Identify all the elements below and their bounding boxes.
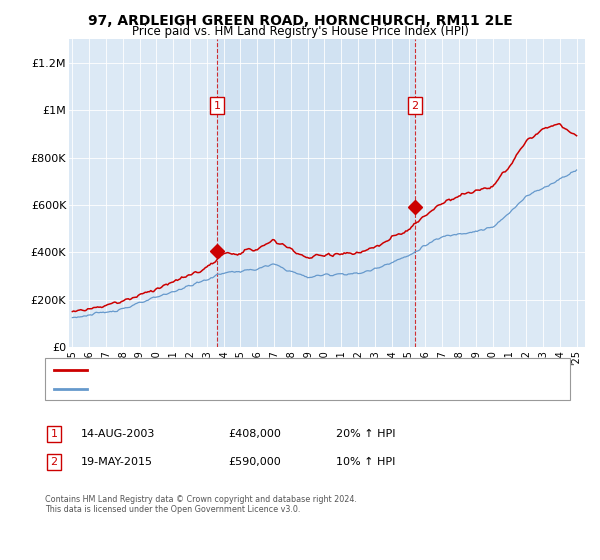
Text: 97, ARDLEIGH GREEN ROAD, HORNCHURCH, RM11 2LE: 97, ARDLEIGH GREEN ROAD, HORNCHURCH, RM1… — [88, 14, 512, 28]
Text: 10% ↑ HPI: 10% ↑ HPI — [336, 457, 395, 467]
Text: Contains HM Land Registry data © Crown copyright and database right 2024.: Contains HM Land Registry data © Crown c… — [45, 495, 357, 504]
Bar — [217, 39, 415, 347]
Text: HPI: Average price, detached house, Havering: HPI: Average price, detached house, Have… — [90, 384, 315, 394]
Text: 2: 2 — [412, 101, 418, 110]
Text: 2: 2 — [50, 457, 58, 467]
Text: 97, ARDLEIGH GREEN ROAD, HORNCHURCH, RM11 2LE (detached house): 97, ARDLEIGH GREEN ROAD, HORNCHURCH, RM1… — [90, 365, 449, 375]
Text: £590,000: £590,000 — [228, 457, 281, 467]
Text: £408,000: £408,000 — [228, 429, 281, 439]
Text: 1: 1 — [214, 101, 221, 110]
Text: 1: 1 — [50, 429, 58, 439]
Text: 20% ↑ HPI: 20% ↑ HPI — [336, 429, 395, 439]
Text: 14-AUG-2003: 14-AUG-2003 — [81, 429, 155, 439]
Text: Price paid vs. HM Land Registry's House Price Index (HPI): Price paid vs. HM Land Registry's House … — [131, 25, 469, 38]
Text: 19-MAY-2015: 19-MAY-2015 — [81, 457, 153, 467]
Text: This data is licensed under the Open Government Licence v3.0.: This data is licensed under the Open Gov… — [45, 505, 301, 514]
